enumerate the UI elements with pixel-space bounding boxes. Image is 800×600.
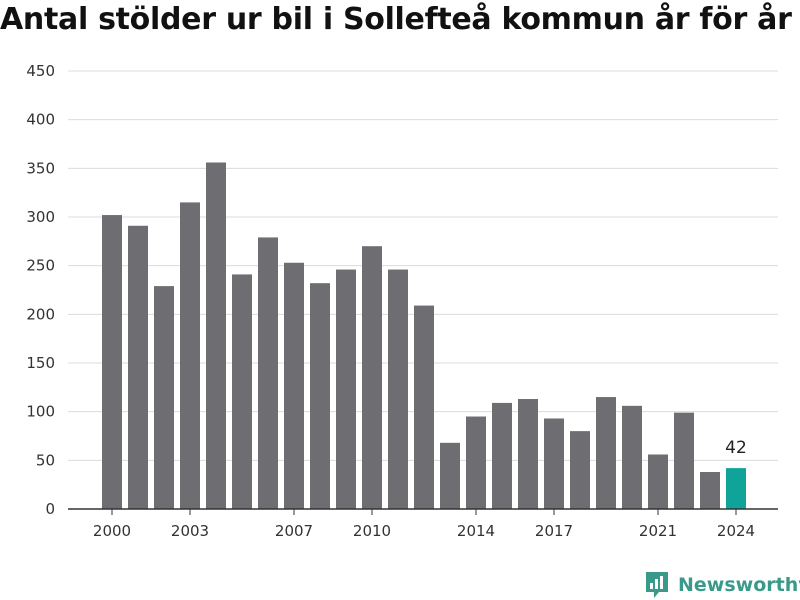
bar-2009 [336,269,356,509]
bar-2015 [492,402,512,509]
bar-2020 [622,405,642,509]
x-tick-label: 2007 [275,522,313,540]
y-tick-label: 450 [26,62,55,80]
bar-2006 [258,237,278,509]
y-tick-label: 50 [36,451,55,469]
y-tick-label: 200 [26,305,55,323]
y-tick-label: 250 [26,257,55,275]
x-axis-ticks: 2000 2003 2007 2010 2014 2017 2021 2024 [93,509,755,540]
bar-2019 [596,397,616,509]
bar-2021 [648,454,668,509]
bar-2013 [440,442,460,509]
bar-2010 [362,246,382,509]
y-tick-label: 350 [26,159,55,177]
x-tick-label: 2024 [717,522,755,540]
y-tick-label: 0 [45,500,55,518]
y-tick-label: 400 [26,111,55,129]
y-tick-label: 100 [26,403,55,421]
newsworthy-brand: Newsworthy [644,570,800,600]
bar-2014 [466,416,486,509]
x-tick-label: 2017 [535,522,573,540]
bar-2017 [544,418,564,509]
bar-2007 [284,262,304,509]
bar-2005 [232,274,252,509]
bar-2018 [570,431,590,509]
chart-title: Antal stölder ur bil i Sollefteå kommun … [0,2,792,37]
y-tick-label: 150 [26,354,55,372]
brand-name: Newsworthy [678,574,800,596]
bar-2008 [310,283,330,509]
bar-2002 [154,286,174,509]
x-tick-label: 2000 [93,522,131,540]
bar-2024 [726,468,746,509]
bar-2016 [518,399,538,509]
bar-2003 [180,202,200,509]
data-label-2024: 42 [725,438,747,458]
y-axis-ticks: 0 50 100 150 200 250 300 350 400 450 [26,62,55,518]
x-tick-label: 2021 [639,522,677,540]
bar-2012 [414,305,434,509]
data-labels: 42 [725,438,747,458]
bar-2000 [102,215,122,509]
bar-2023 [700,472,720,509]
bar-2022 [674,412,694,509]
bar-2011 [388,269,408,509]
bar-2001 [128,225,148,509]
newsworthy-logo-icon [646,572,668,598]
y-tick-label: 300 [26,208,55,226]
bar-2004 [206,162,226,509]
bars [102,162,746,509]
x-tick-label: 2010 [353,522,391,540]
x-tick-label: 2014 [457,522,495,540]
x-tick-label: 2003 [171,522,209,540]
